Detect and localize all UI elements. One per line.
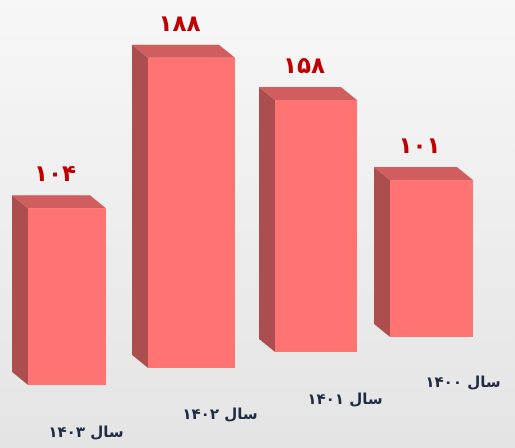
- bar: [28, 208, 106, 385]
- bar-top: [132, 44, 235, 58]
- bar: [275, 99, 357, 353]
- category-label: سال ۱۴۰۲: [182, 405, 257, 423]
- bar-top: [259, 86, 357, 100]
- bar: [390, 179, 473, 337]
- category-label: سال ۱۴۰۰: [425, 373, 500, 391]
- value-label: ۱۰۱: [398, 133, 440, 159]
- value-label: ۱۰۴: [34, 161, 76, 187]
- value-label: ۱۵۸: [283, 53, 325, 79]
- bar-top: [374, 166, 473, 180]
- bar-side: [259, 86, 275, 353]
- bar-side: [132, 44, 148, 369]
- bar-top: [12, 195, 106, 209]
- category-label: سال ۱۴۰۳: [48, 423, 123, 441]
- bar: [148, 57, 235, 369]
- category-label: سال ۱۴۰۱: [307, 390, 382, 408]
- bar-side: [12, 195, 28, 385]
- value-label: ۱۸۸: [158, 11, 200, 37]
- bar-side: [374, 166, 390, 337]
